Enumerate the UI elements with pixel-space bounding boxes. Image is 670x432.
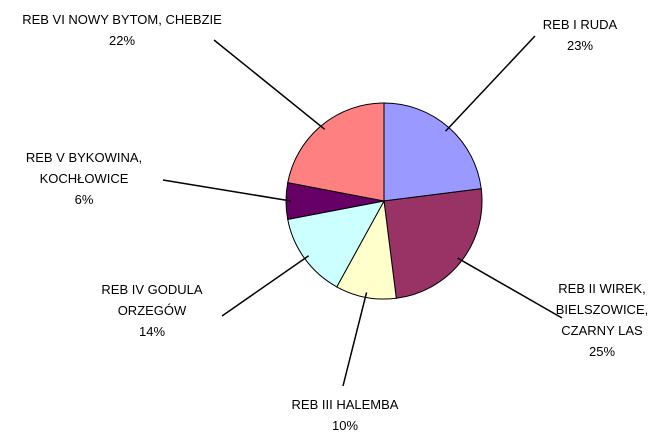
category-name: REB VI NOWY BYTOM, CHEBZIE (22, 12, 222, 27)
leader-line (213, 39, 326, 130)
percent-label: 22% (108, 33, 136, 48)
slice-label: REB III HALEMBA 10% (245, 394, 445, 432)
pie-slice (383, 102, 482, 202)
slice-label: REB VI NOWY BYTOM, CHEBZIE 22% (22, 9, 222, 51)
percent-label: 10% (331, 418, 359, 432)
category-name: REB V BYKOWINA, KOCHŁOWICE (25, 150, 143, 186)
percent-label: 6% (74, 192, 94, 207)
percent-label: 14% (138, 324, 166, 339)
pie-slice (287, 102, 385, 202)
leader-line (457, 257, 563, 319)
category-name: REB IV GODULA ORZEGÓW (101, 282, 203, 318)
category-name: REB I RUDA (542, 17, 618, 32)
slice-label: REB I RUDA 23% (500, 14, 660, 56)
leader-line (342, 292, 368, 387)
category-name: REB II WIREK, BIELSZOWICE, CZARNY LAS (555, 281, 649, 338)
slice-label: REB IV GODULA ORZEGÓW 14% (87, 279, 217, 342)
category-name: REB III HALEMBA (291, 397, 399, 412)
percent-label: 25% (588, 344, 616, 359)
leader-line (445, 35, 536, 132)
percent-label: 23% (566, 38, 594, 53)
leader-line (162, 179, 292, 202)
pie-slice (383, 188, 483, 299)
slice-label: REB V BYKOWINA, KOCHŁOWICE 6% (4, 147, 164, 210)
slice-label: REB II WIREK, BIELSZOWICE, CZARNY LAS 25% (550, 278, 654, 362)
leader-line (221, 255, 310, 317)
